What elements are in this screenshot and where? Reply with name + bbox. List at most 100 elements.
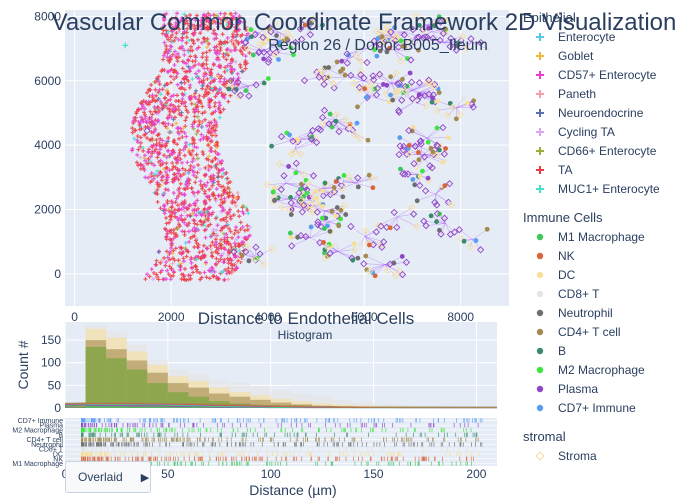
epithelial-point <box>149 82 154 87</box>
epithelial-point <box>179 129 184 134</box>
epithelial-point <box>167 60 172 65</box>
epithelial-point <box>213 86 218 91</box>
epithelial-point <box>225 176 230 181</box>
epithelial-point <box>245 227 250 232</box>
histogram-mode-button[interactable]: Overlaid ▶ <box>65 461 151 493</box>
epithelial-point <box>202 66 207 71</box>
histogram-y-label: Count # <box>15 340 31 389</box>
immune-point <box>430 149 436 155</box>
vessel-link <box>393 212 398 217</box>
epithelial-point <box>217 115 222 120</box>
epithelial-point <box>201 220 206 225</box>
legend-marker-cross <box>536 90 544 98</box>
epithelial-point <box>197 167 202 172</box>
vessel-link <box>271 139 292 147</box>
vessel-link <box>382 31 404 37</box>
legend-marker-cross <box>536 128 544 136</box>
epithelial-point <box>199 222 204 227</box>
epithelial-point <box>186 221 191 226</box>
epithelial-point <box>180 166 185 171</box>
vessel-link <box>409 153 423 156</box>
epithelial-point <box>204 275 209 280</box>
immune-point <box>314 188 319 194</box>
scatter-points <box>122 11 490 283</box>
epithelial-point <box>162 167 166 172</box>
immune-point <box>334 59 340 65</box>
epithelial-point <box>174 196 179 201</box>
epithelial-point <box>174 176 179 181</box>
vessel-link <box>412 127 428 139</box>
epithelial-point <box>240 225 245 230</box>
epithelial-point <box>182 209 187 214</box>
epithelial-point <box>185 26 190 31</box>
epithelial-point <box>173 200 178 205</box>
epithelial-point <box>165 98 170 103</box>
vessel-link <box>361 80 372 85</box>
epithelial-point <box>187 68 192 73</box>
vessel-link <box>295 138 316 150</box>
immune-point <box>414 198 420 204</box>
legend[interactable]: Epithelial Enterocyte Goblet CD57+ Enterocy… <box>523 10 660 463</box>
immune-point <box>416 157 422 163</box>
epithelial-point <box>199 132 204 137</box>
vessel-link <box>471 42 488 49</box>
epithelial-point <box>243 25 248 30</box>
epithelial-point <box>195 23 200 28</box>
vessel-link <box>472 229 488 240</box>
immune-point <box>342 72 348 78</box>
vessel-link <box>457 42 472 47</box>
vessel-link <box>456 107 461 115</box>
x-tick-label: 0 <box>71 310 78 324</box>
legend-marker-cross <box>536 166 544 174</box>
epithelial-point <box>165 55 170 60</box>
epithelial-point <box>181 259 186 264</box>
epithelial-point <box>245 208 250 213</box>
epithelial-point <box>222 69 227 74</box>
epithelial-point <box>201 94 206 99</box>
legend-item-label: TA <box>558 163 572 177</box>
epithelial-point <box>171 117 176 122</box>
epithelial-point <box>211 193 216 198</box>
epithelial-point <box>216 64 221 69</box>
epithelial-point <box>179 261 184 266</box>
epithelial-point <box>202 110 207 115</box>
legend-item-label: MUC1+ Enterocyte <box>558 182 660 196</box>
epithelial-point <box>221 171 226 176</box>
epithelial-point <box>203 260 208 265</box>
vessel-link <box>270 31 281 34</box>
epithelial-point <box>186 49 191 54</box>
epithelial-point <box>204 50 209 55</box>
epithelial-point <box>142 153 147 158</box>
histogram-mode-label: Overlaid <box>78 470 123 484</box>
epithelial-point <box>184 30 189 35</box>
legend-marker-dot <box>536 366 544 374</box>
epithelial-point <box>231 195 236 200</box>
immune-point <box>246 258 252 264</box>
vessel-link <box>355 182 373 188</box>
epithelial-point <box>210 158 215 163</box>
epithelial-point <box>183 118 188 123</box>
histogram-plot[interactable]: 0 50 100 150 <box>41 322 497 415</box>
epithelial-point <box>195 156 200 161</box>
play-arrow-icon: ▶ <box>140 471 150 484</box>
epithelial-point <box>233 203 238 208</box>
epithelial-point <box>190 159 195 164</box>
immune-point <box>434 125 440 131</box>
epithelial-point <box>235 190 240 195</box>
vessel-link <box>310 231 331 238</box>
legend-marker-diamond <box>535 451 545 461</box>
epithelial-point <box>199 40 204 45</box>
epithelial-point <box>184 254 189 259</box>
epithelial-point <box>176 131 181 136</box>
epithelial-point <box>167 153 172 158</box>
legend-marker-dot <box>536 233 544 241</box>
epithelial-point <box>135 134 140 139</box>
vessel-link <box>384 264 403 275</box>
epithelial-point <box>154 137 159 142</box>
vessel-link <box>434 193 436 203</box>
epithelial-point <box>230 59 235 64</box>
chart-subtitle: Region 26 / Donor B005_Ileum <box>268 37 488 54</box>
legend-item-label: Plasma <box>558 382 598 396</box>
epithelial-point <box>207 197 212 202</box>
